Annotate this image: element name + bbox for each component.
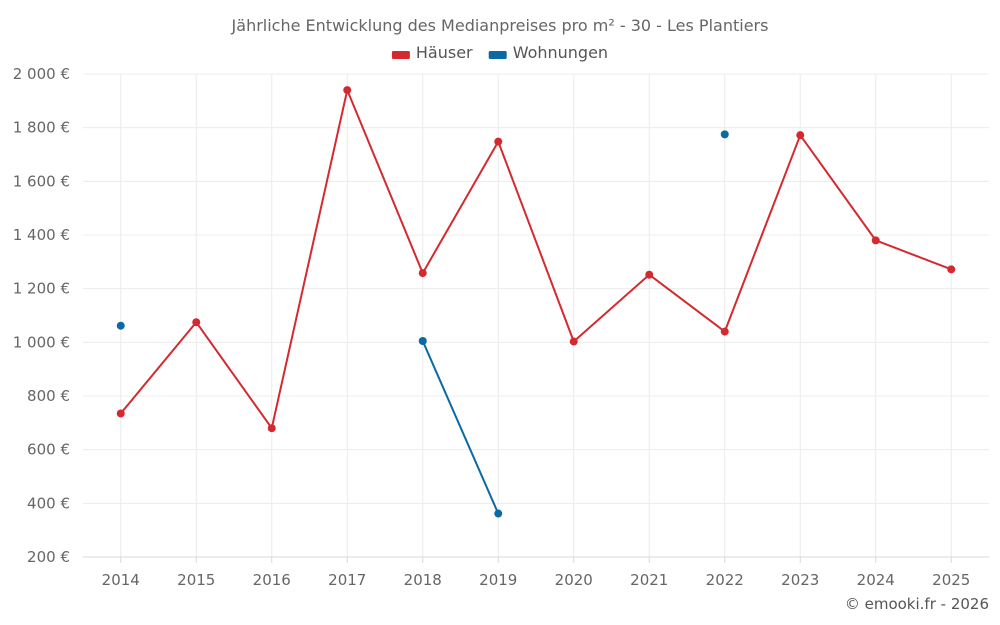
data-point[interactable] [645, 270, 654, 279]
data-point[interactable] [720, 327, 729, 336]
series-0 [116, 86, 956, 433]
data-point[interactable] [343, 86, 352, 95]
legend[interactable]: Häuser Wohnungen [391, 43, 608, 62]
y-tick-label: 1 000 € [13, 333, 70, 351]
x-tick-label: 2023 [781, 571, 819, 589]
y-tick-label: 400 € [27, 494, 70, 512]
y-axis: 200 € 400 € 600 € 800 € 1 000 € 1 200 € 1 400 … [13, 65, 70, 566]
data-point[interactable] [418, 269, 427, 278]
y-tick-label: 1 200 € [13, 280, 70, 298]
series-line [119, 89, 952, 430]
y-tick-label: 800 € [27, 387, 70, 405]
y-tick-label: 1 800 € [13, 119, 70, 137]
y-tick-label: 1 600 € [13, 172, 70, 190]
grid [83, 73, 989, 558]
x-axis: 2014 2015 2016 2017 2018 2019 2020 2021 2022 2023… [83, 556, 989, 589]
data-point[interactable] [116, 409, 125, 418]
x-tick-label: 2017 [328, 571, 366, 589]
legend-item-0[interactable]: Häuser [391, 43, 473, 62]
series-1 [116, 130, 729, 518]
data-point[interactable] [494, 509, 503, 518]
data-point[interactable] [720, 130, 729, 139]
x-tick-label: 2025 [932, 571, 970, 589]
credit-text: © emooki.fr - 2026 [845, 595, 989, 613]
data-point[interactable] [116, 321, 125, 330]
x-tick-label: 2016 [253, 571, 291, 589]
x-tick-label: 2024 [857, 571, 895, 589]
legend-label: Wohnungen [513, 43, 608, 62]
chart-title: Jährliche Entwicklung des Medianpreises … [231, 16, 769, 35]
x-tick-label: 2022 [706, 571, 744, 589]
data-point[interactable] [947, 265, 956, 274]
data-point[interactable] [418, 336, 427, 345]
series-layer [116, 86, 956, 518]
legend-swatch [391, 51, 410, 59]
x-tick-label: 2015 [177, 571, 215, 589]
data-point[interactable] [267, 424, 276, 433]
data-point[interactable] [494, 137, 503, 146]
y-tick-label: 1 400 € [13, 226, 70, 244]
x-tick-label: 2014 [102, 571, 140, 589]
y-tick-label: 200 € [27, 548, 70, 566]
legend-label: Häuser [416, 43, 473, 62]
data-point[interactable] [192, 318, 201, 327]
data-point[interactable] [569, 337, 578, 346]
legend-swatch [488, 51, 507, 59]
x-tick-label: 2019 [479, 571, 517, 589]
x-tick-label: 2021 [630, 571, 668, 589]
legend-item-1[interactable]: Wohnungen [488, 43, 608, 62]
data-point[interactable] [871, 236, 880, 245]
data-point[interactable] [796, 131, 805, 140]
x-tick-label: 2020 [555, 571, 593, 589]
y-tick-label: 600 € [27, 441, 70, 459]
x-tick-label: 2018 [404, 571, 442, 589]
y-tick-label: 2 000 € [13, 65, 70, 83]
series-line [421, 340, 500, 514]
